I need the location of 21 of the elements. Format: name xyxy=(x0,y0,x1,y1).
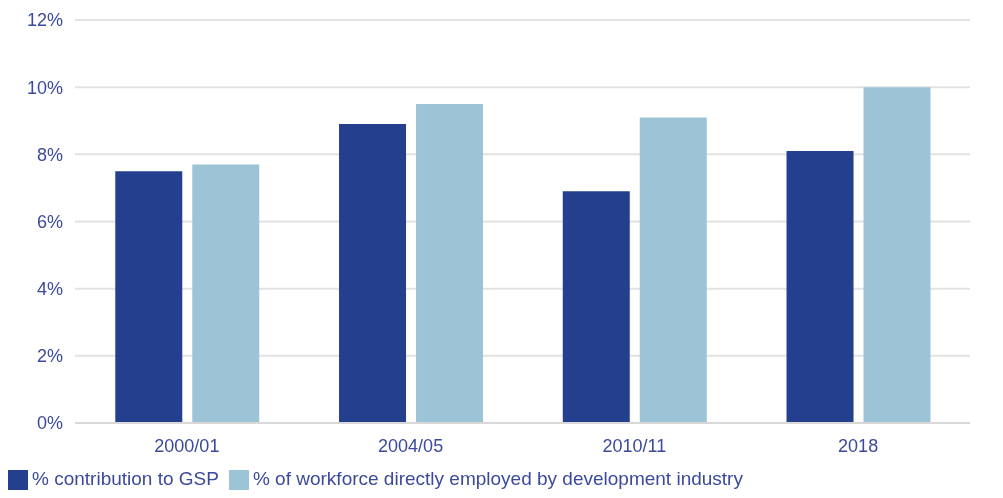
y-tick-label: 6% xyxy=(36,211,63,232)
legend-label: % of workforce directly employed by development industry xyxy=(252,468,743,489)
legend-label: % contribution to GSP xyxy=(32,468,219,489)
bar xyxy=(639,117,707,423)
y-tick-label: 4% xyxy=(36,279,63,300)
bar xyxy=(339,124,407,423)
x-tick-label: 2000/01 xyxy=(154,435,220,456)
x-tick-label: 2018 xyxy=(838,435,879,456)
y-tick-label: 2% xyxy=(36,346,63,367)
x-tick-label: 2004/05 xyxy=(378,435,444,456)
bar xyxy=(863,87,931,423)
y-tick-label: 12% xyxy=(26,10,63,31)
bar xyxy=(115,171,183,423)
bar xyxy=(786,150,854,423)
y-tick-label: 10% xyxy=(26,77,63,98)
bar xyxy=(562,191,630,423)
y-tick-label: 8% xyxy=(36,144,63,165)
y-tick-label: 0% xyxy=(36,413,63,434)
x-tick-label: 2010/11 xyxy=(602,435,667,456)
bar xyxy=(192,164,260,423)
bar xyxy=(416,103,484,423)
